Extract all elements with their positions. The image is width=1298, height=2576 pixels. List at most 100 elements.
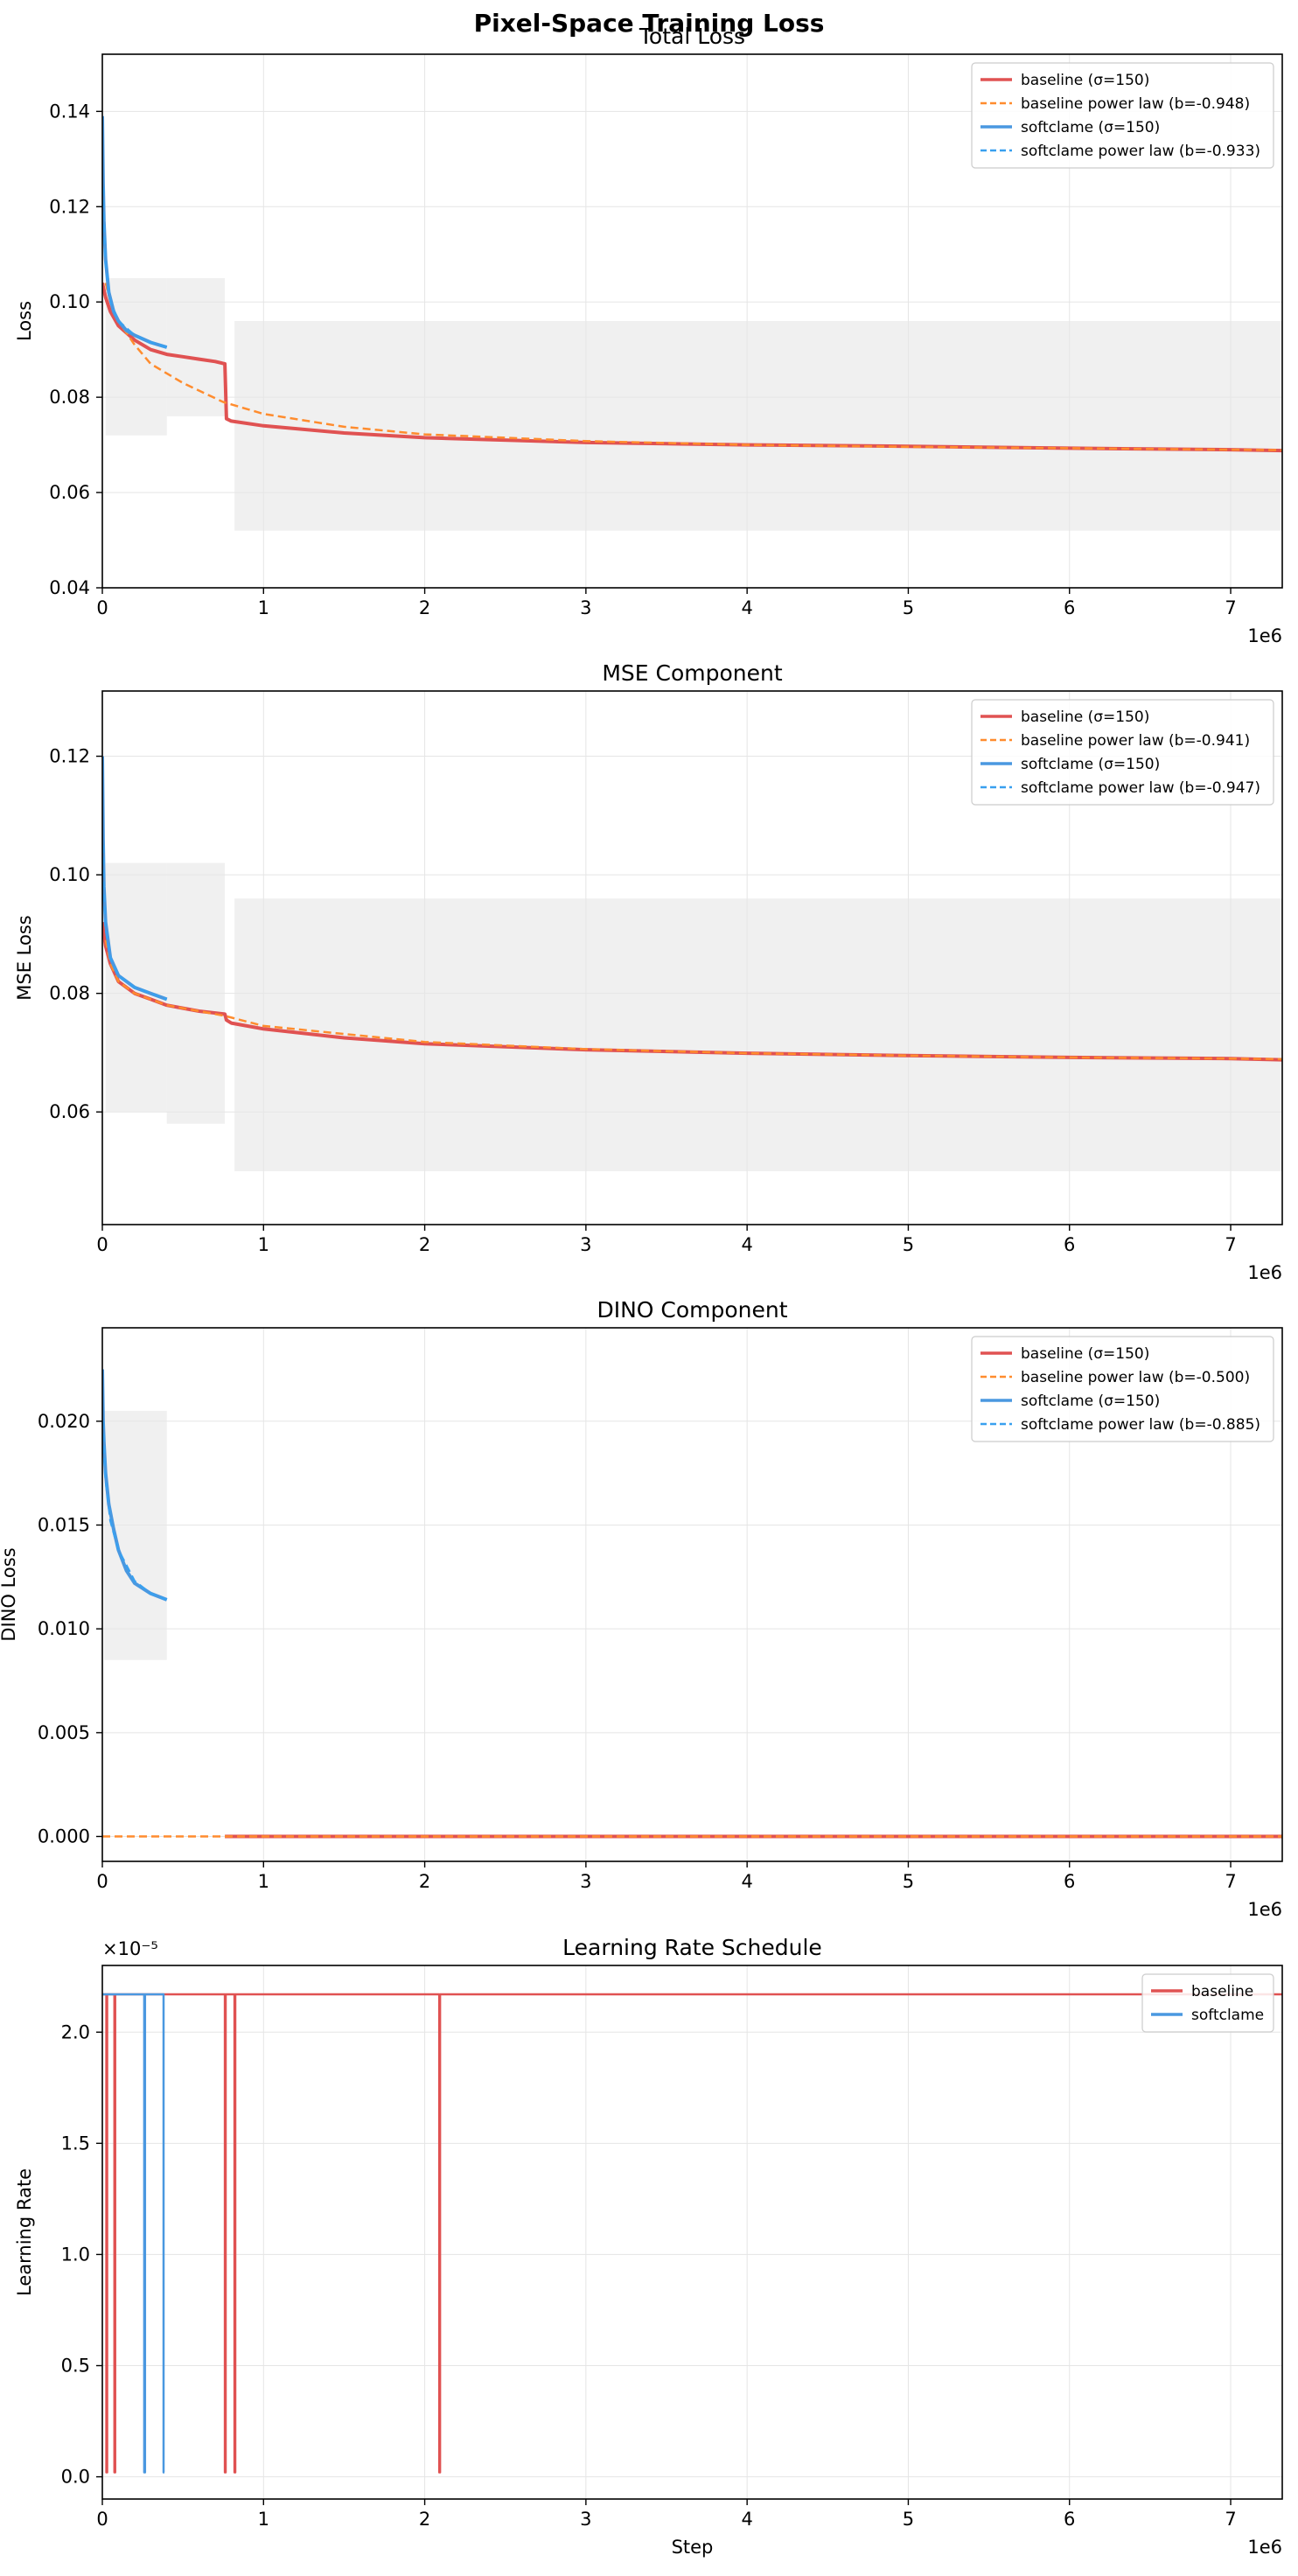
x-tick-label: 5 bbox=[903, 597, 914, 618]
legend: baseline softclame bbox=[1141, 1973, 1274, 2033]
series-line-4 bbox=[102, 187, 168, 349]
axes-frame bbox=[101, 1327, 1283, 1862]
legend-box bbox=[971, 1336, 1274, 1442]
y-tick-label: 0.14 bbox=[49, 101, 90, 122]
legend-box bbox=[971, 699, 1274, 806]
x-offset-label: 1e6 bbox=[1247, 1899, 1282, 1920]
y-tick-label: 0.08 bbox=[49, 983, 90, 1004]
chart-panel-2: 0 1 2 3 4 5 6 7 1e6 0.06 0.08 0.10 0.12 MSE Component… bbox=[14, 660, 1283, 1283]
plot-area bbox=[102, 1369, 1282, 1839]
x-tick-label: 3 bbox=[580, 1234, 591, 1255]
x-tick-label: 6 bbox=[1064, 597, 1075, 618]
x-tick-label: 6 bbox=[1064, 1234, 1075, 1255]
x-tick-label: 3 bbox=[580, 2509, 591, 2530]
x-tick-label: 7 bbox=[1225, 597, 1236, 618]
series-line-4 bbox=[102, 845, 168, 1001]
y-offset-label: ×10⁻⁵ bbox=[102, 1938, 158, 1959]
axes-frame bbox=[101, 690, 1283, 1225]
x-offset-label: 1e6 bbox=[1247, 625, 1282, 646]
chart-title: Learning Rate Schedule bbox=[562, 1935, 822, 1960]
x-tick-label: 6 bbox=[1064, 2509, 1075, 2530]
y-axis-label: Loss bbox=[14, 301, 35, 341]
legend-label: softclame (σ=150) bbox=[1021, 1393, 1160, 1410]
y-tick-label: 0.06 bbox=[49, 1101, 90, 1122]
x-axis-label: Step bbox=[672, 2537, 714, 2558]
y-tick-label: 0.06 bbox=[49, 482, 90, 503]
legend-label: baseline (σ=150) bbox=[1021, 72, 1149, 89]
x-tick-label: 0 bbox=[96, 2509, 108, 2530]
legend: baseline (σ=150) baseline power law (b=-0… bbox=[971, 699, 1274, 806]
y-tick-label: 1.0 bbox=[61, 2244, 90, 2265]
noise-band bbox=[234, 898, 1282, 1171]
axes-frame bbox=[101, 1965, 1283, 2500]
plot-area bbox=[102, 756, 1282, 1171]
chart-panel-4: 0 1 2 3 4 5 6 7 1e6 0.0 0.5 1.0 1.5 2.0 ×10⁻⁵ Learning … bbox=[14, 1935, 1283, 2558]
legend-label: baseline (σ=150) bbox=[1021, 709, 1149, 726]
plot-area bbox=[102, 115, 1282, 531]
y-tick-label: 0.010 bbox=[38, 1618, 90, 1639]
series-line-1 bbox=[102, 1993, 1282, 2474]
legend-label: softclame (σ=150) bbox=[1021, 119, 1160, 136]
x-tick-label: 6 bbox=[1064, 1871, 1075, 1892]
x-tick-label: 4 bbox=[741, 597, 752, 618]
legend-label: baseline power law (b=-0.941) bbox=[1021, 732, 1250, 750]
series-line-2 bbox=[104, 283, 1282, 451]
noise-band bbox=[105, 277, 167, 436]
y-tick-label: 0.10 bbox=[49, 291, 90, 312]
y-tick-label: 0.12 bbox=[49, 746, 90, 767]
y-axis-label: MSE Loss bbox=[14, 915, 35, 1000]
legend: baseline (σ=150) baseline power law (b=-0… bbox=[971, 1336, 1274, 1442]
legend-label: softclame power law (b=-0.933) bbox=[1021, 143, 1260, 160]
x-tick-label: 1 bbox=[258, 1871, 269, 1892]
x-tick-label: 3 bbox=[580, 597, 591, 618]
x-tick-label: 0 bbox=[96, 1234, 108, 1255]
y-tick-label: 1.5 bbox=[61, 2133, 90, 2154]
legend-label: softclame bbox=[1191, 2007, 1264, 2024]
y-tick-label: 0.08 bbox=[49, 387, 90, 408]
x-tick-label: 4 bbox=[741, 1234, 752, 1255]
y-axis-label: DINO Loss bbox=[0, 1547, 19, 1641]
chart-title: MSE Component bbox=[602, 660, 783, 686]
chart-title: Total Loss bbox=[639, 24, 745, 49]
legend-label: baseline (σ=150) bbox=[1021, 1345, 1149, 1363]
x-tick-label: 0 bbox=[96, 597, 108, 618]
x-tick-label: 4 bbox=[741, 2509, 752, 2530]
series-line-2 bbox=[102, 1993, 165, 2474]
legend-box bbox=[971, 62, 1274, 169]
legend: baseline (σ=150) baseline power law (b=-0… bbox=[971, 62, 1274, 169]
y-tick-label: 0.000 bbox=[38, 1826, 90, 1847]
series-line-4 bbox=[102, 1421, 168, 1602]
plot-area bbox=[102, 1993, 1282, 2474]
legend-label: softclame power law (b=-0.885) bbox=[1021, 1416, 1260, 1434]
x-tick-label: 5 bbox=[903, 1871, 914, 1892]
x-tick-label: 7 bbox=[1225, 1871, 1236, 1892]
y-tick-label: 0.005 bbox=[38, 1722, 90, 1743]
y-tick-label: 0.020 bbox=[38, 1411, 90, 1432]
chart-panel-1: 0 1 2 3 4 5 6 7 1e6 0.04 0.06 0.08 0.10 0.12 0.14 Total… bbox=[14, 24, 1283, 646]
x-tick-label: 2 bbox=[419, 1234, 430, 1255]
x-tick-label: 5 bbox=[903, 2509, 914, 2530]
y-tick-label: 0.04 bbox=[49, 577, 90, 598]
legend-box bbox=[1141, 1973, 1274, 2033]
x-tick-label: 0 bbox=[96, 1871, 108, 1892]
x-tick-label: 1 bbox=[258, 2509, 269, 2530]
x-tick-label: 1 bbox=[258, 1234, 269, 1255]
x-tick-label: 2 bbox=[419, 597, 430, 618]
figure-suptitle: Pixel-Space Training Loss bbox=[473, 9, 825, 38]
x-offset-label: 1e6 bbox=[1247, 1262, 1282, 1283]
noise-band bbox=[234, 321, 1282, 531]
legend-label: softclame power law (b=-0.947) bbox=[1021, 779, 1260, 797]
legend-label: baseline power law (b=-0.500) bbox=[1021, 1369, 1250, 1386]
legend-label: softclame (σ=150) bbox=[1021, 756, 1160, 773]
x-tick-label: 3 bbox=[580, 1871, 591, 1892]
x-tick-label: 7 bbox=[1225, 1234, 1236, 1255]
legend-label: baseline power law (b=-0.948) bbox=[1021, 95, 1250, 113]
noise-band bbox=[166, 862, 226, 1124]
x-tick-label: 7 bbox=[1225, 2509, 1236, 2530]
x-tick-label: 5 bbox=[903, 1234, 914, 1255]
y-tick-label: 0.12 bbox=[49, 196, 90, 217]
y-tick-label: 0.5 bbox=[61, 2356, 90, 2377]
x-tick-label: 4 bbox=[741, 1871, 752, 1892]
y-tick-label: 2.0 bbox=[61, 2021, 90, 2042]
